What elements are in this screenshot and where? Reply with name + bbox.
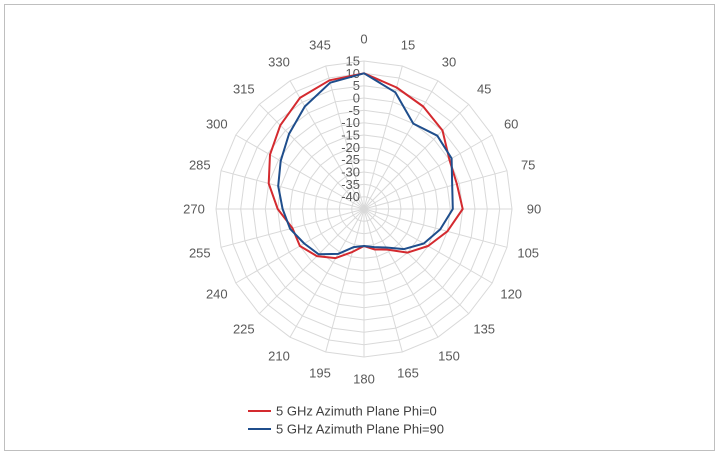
angle-label: 105 <box>517 246 539 261</box>
angle-label: 300 <box>206 117 228 132</box>
radial-tick-label: 15 <box>346 54 360 69</box>
grid-spoke <box>363 208 508 248</box>
angle-label: 285 <box>189 158 211 173</box>
grid-spoke <box>325 208 365 353</box>
angle-label: 270 <box>183 202 205 217</box>
angle-label: 345 <box>309 37 331 52</box>
angle-label: 195 <box>309 366 331 381</box>
angle-label: 225 <box>233 322 255 337</box>
grid-spoke <box>363 208 439 338</box>
grid-spoke <box>289 208 365 338</box>
radial-tick-label: -25 <box>341 152 360 167</box>
grid-spoke <box>235 134 365 210</box>
radial-tick-label: -15 <box>341 128 360 143</box>
grid-spoke <box>258 208 365 315</box>
grid <box>215 60 513 358</box>
angle-label: 150 <box>438 349 460 364</box>
legend-entry-label: 5 GHz Azimuth Plane Phi=0 <box>276 404 437 419</box>
radial-tick-label: -10 <box>341 115 360 130</box>
angle-label: 180 <box>353 372 375 387</box>
angle-label: 315 <box>233 81 255 96</box>
grid-spoke <box>363 65 403 210</box>
radial-tick-label: -20 <box>341 140 360 155</box>
angle-label: 330 <box>268 54 290 69</box>
series-line <box>277 72 454 256</box>
grid-spoke <box>258 103 365 210</box>
grid-spoke <box>220 170 365 210</box>
chart-frame: 15 10 5 0 -5 -10 -15 -20 -25 -30 -35 -40 0 15 30 45 60 7… <box>4 4 715 451</box>
angle-label: 210 <box>268 349 290 364</box>
radial-tick-label: -30 <box>341 165 360 180</box>
angle-label: 165 <box>397 366 419 381</box>
angle-label: 30 <box>442 54 456 69</box>
grid-spoke <box>363 134 493 210</box>
angle-label: 135 <box>473 322 495 337</box>
series-line <box>267 72 464 260</box>
grid-spoke <box>363 170 508 210</box>
radial-tick-label: -5 <box>348 103 360 118</box>
angle-label: 120 <box>500 287 522 302</box>
angle-label: 0 <box>360 32 367 47</box>
angle-label: 255 <box>189 246 211 261</box>
series-lines <box>267 72 464 260</box>
angle-label: 90 <box>527 202 541 217</box>
grid-spoke <box>363 80 439 210</box>
angle-labels: 0 153045607590105120135150165180195210225… <box>183 32 541 387</box>
angle-label: 75 <box>521 158 535 173</box>
grid-spoke <box>363 208 403 353</box>
radial-tick-label: -35 <box>341 177 360 192</box>
grid-spoke <box>289 80 365 210</box>
angle-label: 240 <box>206 287 228 302</box>
grid-spoke <box>363 208 470 315</box>
grid-spoke <box>363 103 470 210</box>
radial-tick-label: 0 <box>353 91 360 106</box>
angle-label: 15 <box>401 37 415 52</box>
radial-tick-label: -40 <box>341 189 360 204</box>
angle-label: 60 <box>504 117 518 132</box>
angle-label: 45 <box>477 81 491 96</box>
legend-entry-label: 5 GHz Azimuth Plane Phi=90 <box>276 422 444 437</box>
radial-tick-label: 5 <box>353 78 360 93</box>
grid-spoke <box>325 65 365 210</box>
legend: 5 GHz Azimuth Plane Phi=0 5 GHz Azimuth P… <box>248 404 444 437</box>
